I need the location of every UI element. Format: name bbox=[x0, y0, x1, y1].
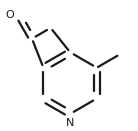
Text: N: N bbox=[66, 118, 74, 128]
Text: O: O bbox=[5, 10, 14, 20]
